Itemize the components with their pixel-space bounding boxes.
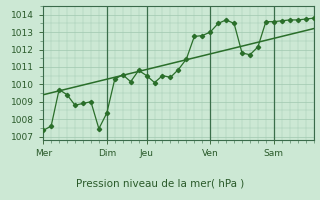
Text: Pression niveau de la mer( hPa ): Pression niveau de la mer( hPa ) bbox=[76, 178, 244, 188]
